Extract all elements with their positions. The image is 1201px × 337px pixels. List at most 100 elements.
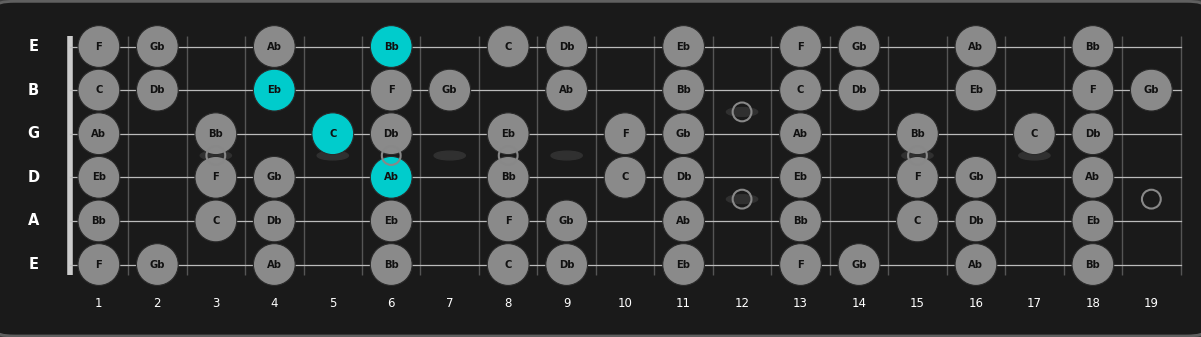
Ellipse shape [838, 244, 880, 285]
Text: C: C [95, 85, 102, 95]
Ellipse shape [955, 26, 997, 67]
Ellipse shape [253, 26, 295, 67]
Ellipse shape [429, 69, 471, 111]
Text: Db: Db [676, 172, 692, 182]
Ellipse shape [955, 200, 997, 242]
Text: 12: 12 [735, 297, 749, 310]
Text: Gb: Gb [968, 172, 984, 182]
Text: Eb: Eb [676, 259, 691, 270]
Circle shape [551, 151, 582, 160]
Text: D: D [28, 170, 40, 185]
Text: Gb: Gb [1143, 85, 1159, 95]
Text: Eb: Eb [676, 41, 691, 52]
Ellipse shape [253, 244, 295, 285]
Ellipse shape [663, 69, 705, 111]
Text: G: G [28, 126, 40, 141]
Text: E: E [29, 257, 38, 272]
Text: F: F [96, 41, 102, 52]
Ellipse shape [253, 69, 295, 111]
Text: 14: 14 [852, 297, 866, 310]
Ellipse shape [545, 244, 587, 285]
Ellipse shape [897, 200, 938, 242]
Text: Gb: Gb [676, 129, 692, 139]
Ellipse shape [78, 69, 120, 111]
Ellipse shape [779, 200, 821, 242]
Text: Bb: Bb [676, 85, 691, 95]
Text: Ab: Ab [968, 259, 984, 270]
Text: F: F [1089, 85, 1097, 95]
Text: Ab: Ab [676, 216, 691, 226]
Text: Ab: Ab [1086, 172, 1100, 182]
Ellipse shape [1072, 26, 1113, 67]
Text: Gb: Gb [442, 85, 458, 95]
Ellipse shape [545, 200, 587, 242]
Text: Bb: Bb [1086, 259, 1100, 270]
Ellipse shape [312, 113, 353, 155]
Text: Db: Db [968, 216, 984, 226]
Text: Ab: Ab [968, 41, 984, 52]
Text: F: F [504, 216, 512, 226]
Text: Gb: Gb [558, 216, 574, 226]
Ellipse shape [195, 113, 237, 155]
Text: E: E [29, 39, 38, 54]
Text: Db: Db [558, 259, 574, 270]
Text: Db: Db [558, 41, 574, 52]
Text: 8: 8 [504, 297, 512, 310]
Text: Eb: Eb [92, 172, 106, 182]
Text: Db: Db [150, 85, 165, 95]
Ellipse shape [488, 26, 530, 67]
Text: Ab: Ab [560, 85, 574, 95]
Text: Gb: Gb [852, 259, 867, 270]
Ellipse shape [78, 113, 120, 155]
Circle shape [434, 151, 465, 160]
Text: 4: 4 [270, 297, 279, 310]
Text: C: C [1030, 129, 1038, 139]
Ellipse shape [897, 156, 938, 198]
Ellipse shape [370, 244, 412, 285]
Text: Eb: Eb [384, 216, 399, 226]
Text: Ab: Ab [267, 41, 282, 52]
Text: F: F [96, 259, 102, 270]
Text: Bb: Bb [91, 216, 106, 226]
Ellipse shape [1072, 113, 1113, 155]
Ellipse shape [779, 26, 821, 67]
Text: Db: Db [383, 129, 399, 139]
Ellipse shape [1072, 244, 1113, 285]
Text: Bb: Bb [384, 41, 399, 52]
Text: 5: 5 [329, 297, 336, 310]
Text: Bb: Bb [793, 216, 808, 226]
Text: F: F [914, 172, 921, 182]
Text: 2: 2 [154, 297, 161, 310]
Text: 1: 1 [95, 297, 102, 310]
Text: Eb: Eb [501, 129, 515, 139]
Ellipse shape [78, 26, 120, 67]
Text: Gb: Gb [267, 172, 282, 182]
Text: Db: Db [1086, 129, 1100, 139]
Text: F: F [797, 41, 803, 52]
Ellipse shape [545, 26, 587, 67]
Ellipse shape [78, 156, 120, 198]
Ellipse shape [253, 200, 295, 242]
Ellipse shape [663, 156, 705, 198]
Circle shape [727, 195, 758, 204]
Text: Eb: Eb [268, 85, 281, 95]
Text: Bb: Bb [384, 259, 399, 270]
Text: Db: Db [267, 216, 282, 226]
Text: 17: 17 [1027, 297, 1042, 310]
Ellipse shape [663, 200, 705, 242]
Text: 7: 7 [446, 297, 454, 310]
Ellipse shape [779, 156, 821, 198]
Ellipse shape [779, 69, 821, 111]
Text: Gb: Gb [852, 41, 867, 52]
Ellipse shape [137, 69, 178, 111]
Text: C: C [504, 41, 512, 52]
Ellipse shape [663, 113, 705, 155]
Ellipse shape [1072, 200, 1113, 242]
Ellipse shape [137, 26, 178, 67]
Ellipse shape [488, 156, 530, 198]
Text: Eb: Eb [1086, 216, 1100, 226]
Text: Ab: Ab [384, 172, 399, 182]
Text: 3: 3 [213, 297, 220, 310]
Text: 10: 10 [617, 297, 633, 310]
Ellipse shape [370, 69, 412, 111]
